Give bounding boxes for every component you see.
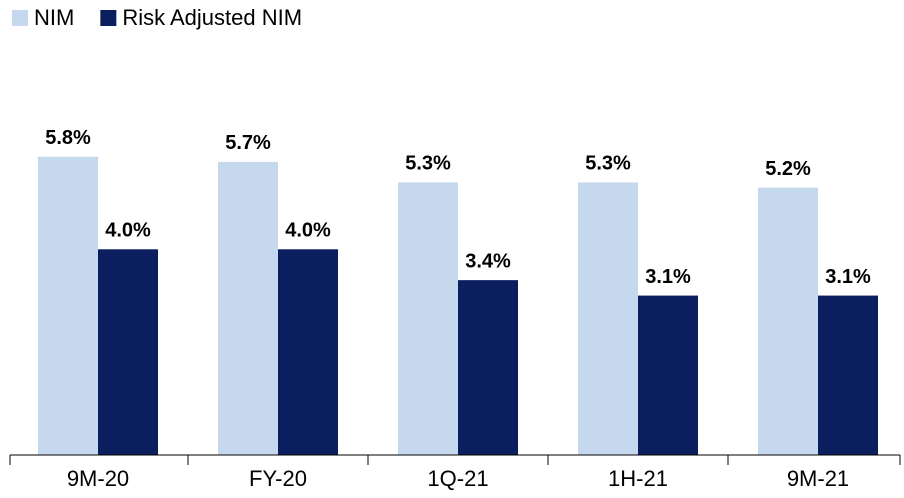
- value-label: 3.1%: [645, 266, 691, 288]
- value-label: 5.2%: [765, 158, 811, 180]
- x-tick-label: 9M-20: [67, 466, 129, 491]
- bar: [578, 182, 638, 455]
- x-tick-label: FY-20: [249, 466, 307, 491]
- bar: [758, 187, 818, 456]
- value-label: 5.3%: [405, 153, 451, 175]
- value-label: 5.3%: [585, 153, 631, 175]
- value-label: 5.8%: [45, 127, 91, 149]
- value-label: 4.0%: [285, 220, 331, 242]
- x-tick-label: 9M-21: [787, 466, 849, 491]
- legend-label: Risk Adjusted NIM: [122, 5, 302, 30]
- value-label: 4.0%: [105, 220, 151, 242]
- value-label: 3.1%: [825, 266, 871, 288]
- legend-swatch: [100, 10, 117, 26]
- legend-label: NIM: [34, 5, 74, 30]
- bar: [278, 249, 338, 455]
- bar: [218, 161, 278, 455]
- value-label: 5.7%: [225, 132, 271, 154]
- bar: [38, 156, 98, 455]
- bar: [98, 249, 158, 455]
- bar: [638, 295, 698, 455]
- value-label: 3.4%: [465, 250, 511, 272]
- bar: [398, 182, 458, 455]
- bar: [458, 280, 518, 455]
- x-tick-label: 1H-21: [608, 466, 668, 491]
- x-tick-label: 1Q-21: [427, 466, 488, 491]
- legend-swatch: [12, 10, 28, 26]
- bar: [818, 295, 878, 455]
